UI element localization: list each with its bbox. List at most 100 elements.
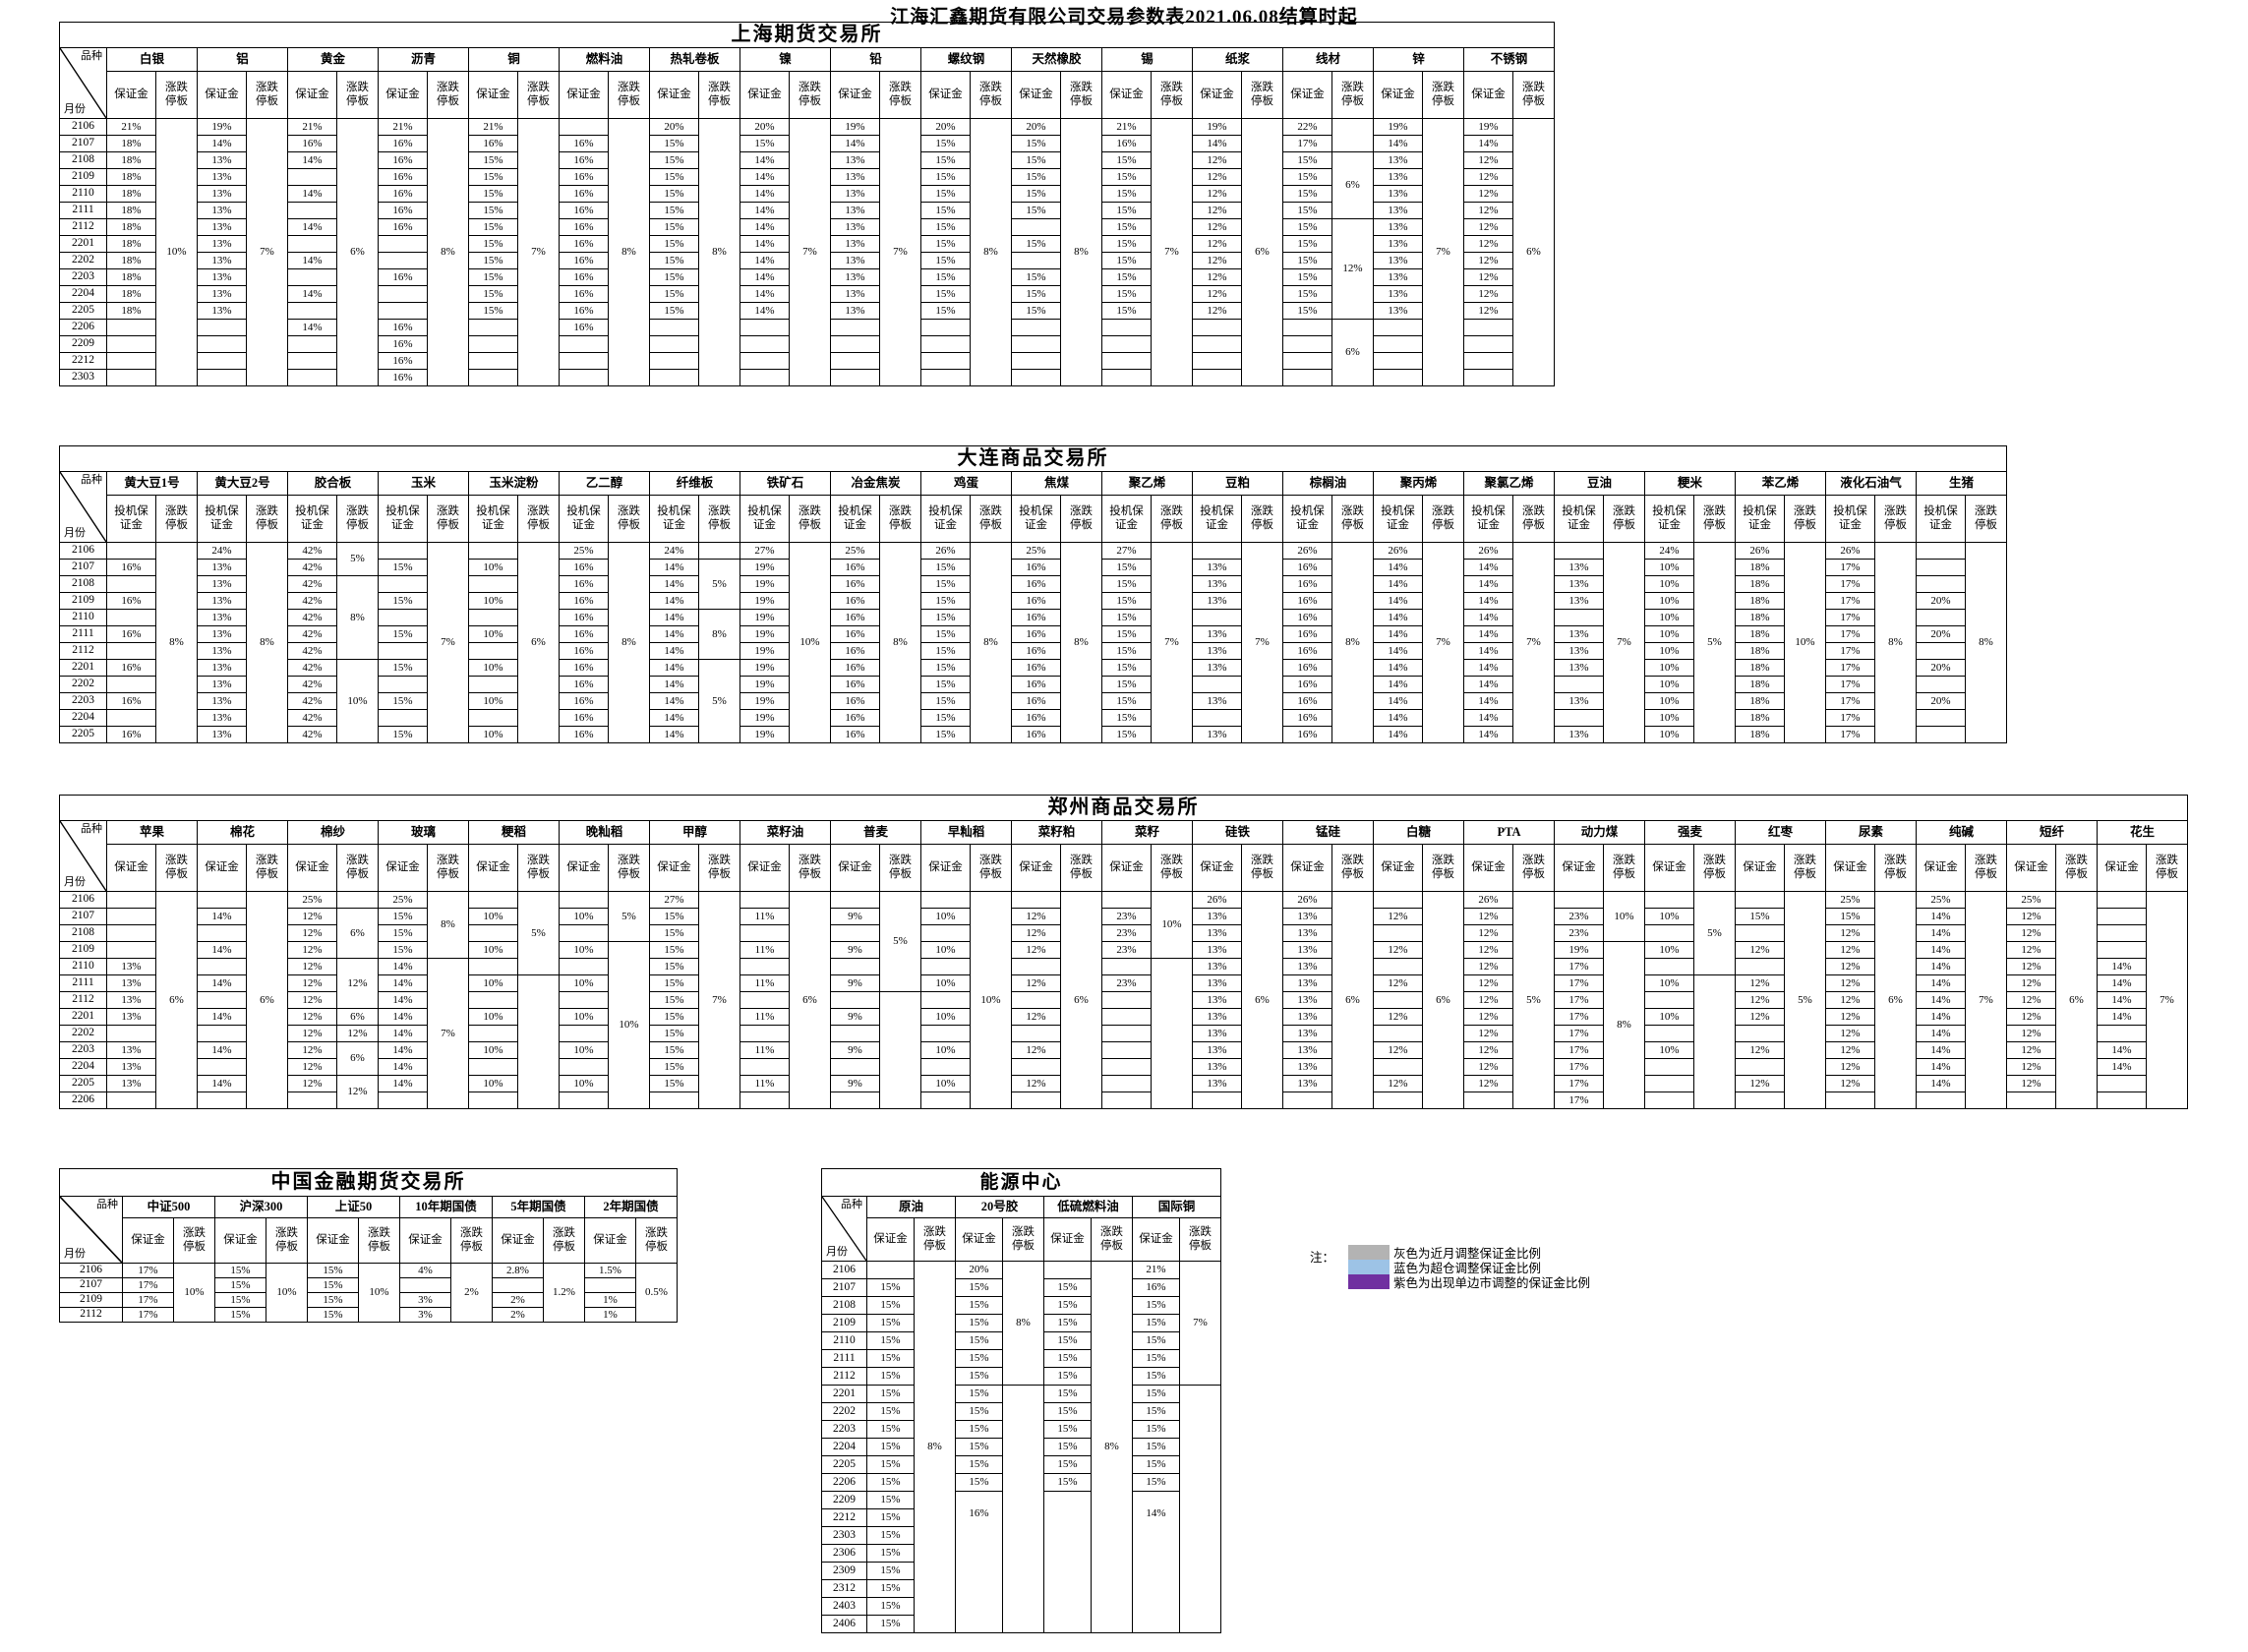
margin-cell-液化石油气-2201: 17%: [1825, 659, 1875, 677]
margin-cell-铁矿石-2108: 19%: [739, 575, 790, 593]
margin-cell-花生-2205: [2097, 1075, 2147, 1092]
commodity-header-玻璃: 玻璃: [378, 820, 469, 845]
month-cell-cffex-2106: 2106: [59, 1263, 123, 1278]
commodity-header-粳米: 粳米: [1644, 471, 1736, 496]
margin-cell-20号胶-2112: 15%: [955, 1367, 1003, 1386]
margin-cell-花生-2203: 14%: [2097, 1041, 2147, 1059]
limit-label-乙二醇: 涨跌 停板: [608, 495, 650, 543]
limit-label-铜: 涨跌 停板: [517, 71, 560, 119]
margin-cell-早籼稻-2201: 10%: [920, 1008, 971, 1026]
month-cell-shfe-2303: 2303: [59, 369, 107, 386]
commodity-header-甲醇: 甲醇: [649, 820, 740, 845]
margin-cell-沥青-2111: 16%: [378, 202, 428, 219]
month-cell-zce-2112: 2112: [59, 991, 107, 1009]
margin-cell-纯碱-2107: 14%: [1916, 908, 1966, 925]
margin-cell-20号胶-2204: 15%: [955, 1438, 1003, 1456]
margin-cell-豆粕-2205: 13%: [1192, 726, 1242, 743]
margin-cell-早籼稻-2110: [920, 958, 971, 975]
margin-cell-铝-2205: 13%: [197, 302, 247, 320]
margin-cell-生猪-2205: [1916, 726, 1966, 743]
commodity-header-黄大豆1号: 黄大豆1号: [106, 471, 198, 496]
commodity-header-PTA: PTA: [1463, 820, 1555, 845]
limit-label-菜籽粕: 涨跌 停板: [1060, 844, 1102, 892]
margin-cell-聚丙烯-2108: 14%: [1373, 575, 1423, 593]
limit-cell-纤维板-2107: 5%: [698, 559, 740, 610]
margin-cell-纸浆-2108: 12%: [1192, 151, 1242, 169]
margin-cell-菜籽粕-2108: 12%: [1011, 924, 1061, 942]
margin-cell-螺纹钢-2106: 20%: [920, 118, 971, 136]
margin-cell-生猪-2110: [1916, 609, 1966, 626]
margin-cell-天然橡胶-2206: [1011, 319, 1061, 336]
margin-cell-天然橡胶-2112: [1011, 218, 1061, 236]
margin-cell-锰硅-2112: 13%: [1282, 991, 1332, 1009]
limit-cell-玉米-2106: 7%: [427, 542, 469, 743]
margin-cell-红枣-2203: 12%: [1735, 1041, 1785, 1059]
margin-cell-豆粕-2108: 13%: [1192, 575, 1242, 593]
margin-cell-焦煤-2203: 16%: [1011, 692, 1061, 710]
margin-cell-PTA-2201: 12%: [1463, 1008, 1513, 1026]
margin-cell-黄金-2206: 14%: [287, 319, 337, 336]
margin-cell-铁矿石-2205: 19%: [739, 726, 790, 743]
margin-cell-豆油-2203: 13%: [1554, 692, 1604, 710]
margin-cell-沥青-2107: 16%: [378, 135, 428, 152]
limit-label-强麦: 涨跌 停板: [1693, 844, 1736, 892]
limit-label-白银: 涨跌 停板: [155, 71, 198, 119]
margin-cell-纤维板-2107: 14%: [649, 559, 699, 576]
margin-cell-红枣-2204: [1735, 1058, 1785, 1076]
margin-cell-不锈钢-2112: 12%: [1463, 218, 1513, 236]
margin-cell-动力煤-2202: 17%: [1554, 1025, 1604, 1042]
limit-label-2年期国债: 涨跌 停板: [635, 1217, 678, 1264]
margin-cell-强麦-2112: [1644, 991, 1694, 1009]
margin-cell-乙二醇-2107: 16%: [559, 559, 609, 576]
margin-cell-国际铜-2205: 15%: [1132, 1455, 1180, 1474]
margin-cell-白银-2203: 18%: [106, 268, 156, 286]
margin-cell-铜-2106: 21%: [468, 118, 518, 136]
margin-label-强麦: 保证金: [1644, 844, 1694, 892]
margin-cell-国际铜-2109: 15%: [1132, 1314, 1180, 1332]
margin-cell-苯乙烯-2205: 18%: [1735, 726, 1785, 743]
margin-cell-白银-2106: 21%: [106, 118, 156, 136]
margin-cell-10年期国债-2112: 3%: [399, 1307, 451, 1323]
commodity-header-早籼稻: 早籼稻: [920, 820, 1012, 845]
limit-cell-鸡蛋-2106: 8%: [970, 542, 1012, 743]
corner-diagonal: 品种 月份: [60, 472, 106, 542]
margin-cell-动力煤-2204: 17%: [1554, 1058, 1604, 1076]
margin-cell-豆油-2107: 13%: [1554, 559, 1604, 576]
margin-cell-晚籼稻-2109: 10%: [559, 941, 609, 959]
margin-cell-粳米-2203: 10%: [1644, 692, 1694, 710]
limit-label-动力煤: 涨跌 停板: [1603, 844, 1645, 892]
margin-cell-纤维板-2109: 14%: [649, 592, 699, 610]
limit-cell-晚籼稻-2109: 10%: [608, 941, 650, 1109]
margin-cell-热轧卷板-2108: 15%: [649, 151, 699, 169]
margin-cell-燃料油-2212: [559, 352, 609, 370]
purple-swatch: [1348, 1274, 1390, 1289]
margin-cell-聚乙烯-2110: 15%: [1101, 609, 1152, 626]
margin-cell-沥青-2212: 16%: [378, 352, 428, 370]
margin-cell-胶合板-2107: 42%: [287, 559, 337, 576]
margin-cell-10年期国债-2106: 4%: [399, 1263, 451, 1278]
margin-cell-纤维板-2111: 14%: [649, 625, 699, 643]
margin-cell-短纤-2202: 12%: [2006, 1025, 2056, 1042]
margin-cell-尿素-2204: 12%: [1825, 1058, 1875, 1076]
margin-cell-原油-2309: 15%: [866, 1562, 915, 1580]
margin-cell-玻璃-2204: 14%: [378, 1058, 428, 1076]
margin-cell-热轧卷板-2111: 15%: [649, 202, 699, 219]
margin-cell-黄大豆1号-2202: [106, 676, 156, 693]
margin-cell-镍-2212: [739, 352, 790, 370]
margin-cell-强麦-2206: [1644, 1092, 1694, 1109]
margin-cell-棉纱-2112: 12%: [287, 991, 337, 1009]
margin-cell-白银-2108: 18%: [106, 151, 156, 169]
margin-cell-动力煤-2112: 17%: [1554, 991, 1604, 1009]
margin-cell-铜-2109: 15%: [468, 168, 518, 186]
margin-cell-不锈钢-2107: 14%: [1463, 135, 1513, 152]
margin-cell-黄大豆2号-2111: 13%: [197, 625, 247, 643]
margin-cell-国际铜-2108: 15%: [1132, 1296, 1180, 1315]
margin-cell-乙二醇-2203: 16%: [559, 692, 609, 710]
margin-cell-硅铁-2205: 13%: [1192, 1075, 1242, 1092]
month-cell-dce-2112: 2112: [59, 642, 107, 660]
margin-cell-20号胶-2107: 15%: [955, 1278, 1003, 1297]
margin-cell-短纤-2203: 12%: [2006, 1041, 2056, 1059]
limit-label-铅: 涨跌 停板: [879, 71, 921, 119]
margin-cell-聚丙烯-2201: 14%: [1373, 659, 1423, 677]
margin-label-黄金: 保证金: [287, 71, 337, 119]
